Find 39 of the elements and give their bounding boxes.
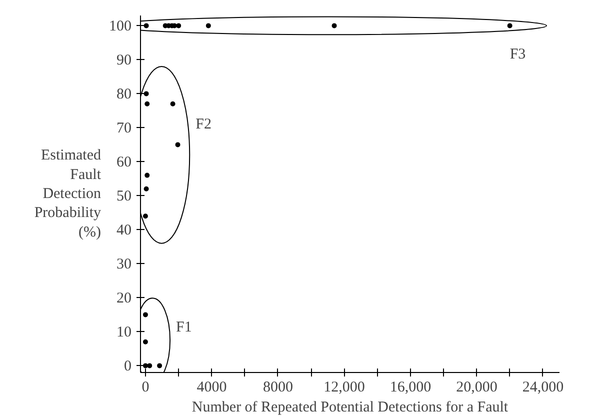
y-tick-label: 0 (124, 358, 132, 375)
point (144, 91, 149, 96)
x-axis-title: Number of Repeated Potential Detections for a Fault (192, 400, 509, 416)
y-tick-label: 20 (116, 290, 132, 307)
x-tick-label: 12,000 (324, 380, 365, 396)
point (142, 214, 148, 219)
point (175, 142, 180, 148)
point (157, 363, 162, 368)
y-tick-label: 100 (109, 18, 132, 35)
series-label: F2 (196, 116, 212, 132)
y-axis-title: Estimated Fault Detection Probability (%) (34, 148, 102, 240)
y-tick-label: 60 (116, 154, 132, 171)
series-label: F3 (510, 46, 526, 63)
x-tick-label: 8000 (262, 380, 293, 396)
y-tick-label: 50 (116, 188, 132, 205)
y-tick-label: 90 (116, 52, 132, 69)
series-label: F1 (176, 319, 192, 336)
x-tick-label: 24,000 (522, 380, 564, 396)
point (206, 23, 211, 28)
x-tick-label: 20,000 (456, 380, 498, 396)
x-tick-label: 0 (142, 380, 150, 396)
point (170, 101, 176, 106)
x-tick-label: 16,000 (390, 380, 432, 396)
x-tick-label: 4000 (196, 380, 227, 396)
point (142, 312, 148, 318)
point (147, 363, 152, 368)
y-tick-label: 70 (116, 120, 132, 137)
point (332, 23, 337, 28)
point (144, 23, 149, 28)
point (142, 339, 148, 344)
y-tick-label: 40 (116, 222, 132, 239)
point (144, 186, 149, 192)
point (176, 23, 182, 28)
y-tick-label: 10 (116, 324, 132, 341)
point (144, 101, 150, 106)
point (507, 23, 512, 28)
point (144, 172, 150, 178)
y-tick-label: 80 (116, 86, 132, 103)
y-tick-label: 30 (116, 256, 132, 273)
